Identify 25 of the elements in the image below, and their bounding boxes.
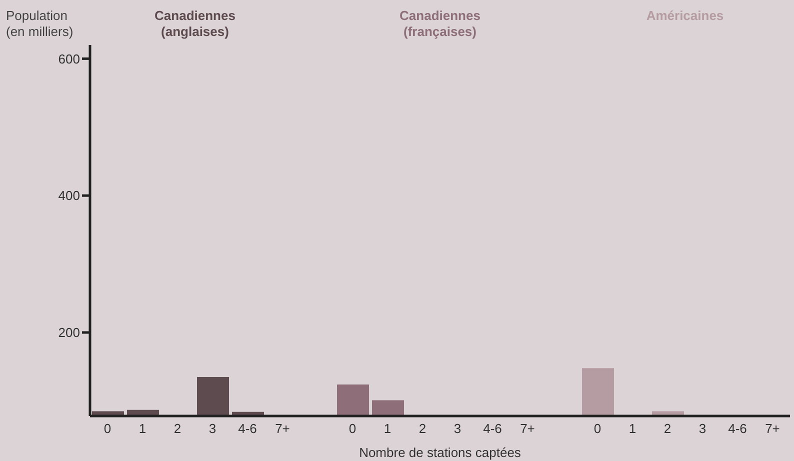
x-tick-label: 4-6 <box>728 421 747 436</box>
x-tick-label: 3 <box>208 421 216 436</box>
y-tick-label: 400 <box>58 188 80 204</box>
x-tick-label: 1 <box>138 421 146 436</box>
x-tick-label: 7+ <box>520 421 535 436</box>
text: Canadiennes (anglaises) <box>154 8 236 40</box>
text: Canadiennes (françaises) <box>398 8 482 40</box>
x-tick-label: 0 <box>348 421 356 436</box>
x-tick-label: 7+ <box>765 421 780 436</box>
x-tick-label: 4-6 <box>483 421 502 436</box>
x-tick-label: 1 <box>628 421 636 436</box>
x-tick-label: 0 <box>594 421 602 436</box>
x-tick-label: 2 <box>174 421 182 436</box>
x-tick-label: 2 <box>418 421 426 436</box>
y-axis-title: Population (en milliers) <box>6 8 74 40</box>
x-tick-label: 3 <box>698 421 706 436</box>
x-tick-label: 2 <box>664 421 672 436</box>
y-tick-label: 200 <box>58 325 80 340</box>
x-tick-label: 1 <box>384 421 392 436</box>
x-tick-label: 3 <box>454 421 462 436</box>
x-tick-label: 0 <box>104 421 112 436</box>
x-axis-title: Nombre de stations captées <box>359 445 522 460</box>
y-tick-label: 600 <box>58 51 80 66</box>
x-tick-label: 7+ <box>275 421 290 436</box>
x-tick-label: 4-6 <box>238 421 257 436</box>
